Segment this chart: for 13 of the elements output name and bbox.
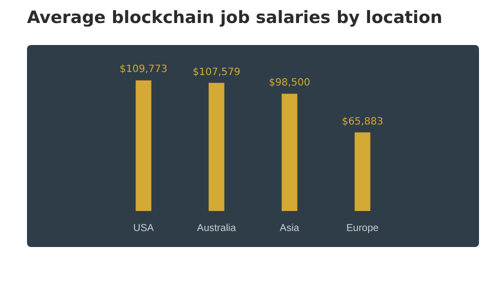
x-tick-label: Australia xyxy=(197,222,236,234)
data-label: $107,579 xyxy=(192,66,240,78)
chart-title: Average blockchain job salaries by location xyxy=(27,8,442,28)
bar xyxy=(136,80,152,211)
bar xyxy=(354,132,370,211)
data-label: $109,773 xyxy=(120,64,168,76)
data-label: $65,883 xyxy=(342,116,384,128)
bar xyxy=(282,94,298,211)
x-tick-label: Asia xyxy=(280,222,300,234)
x-tick-label: USA xyxy=(133,222,154,234)
x-tick-label: Europe xyxy=(346,222,380,234)
bar xyxy=(208,82,224,211)
data-label: $98,500 xyxy=(268,78,310,89)
